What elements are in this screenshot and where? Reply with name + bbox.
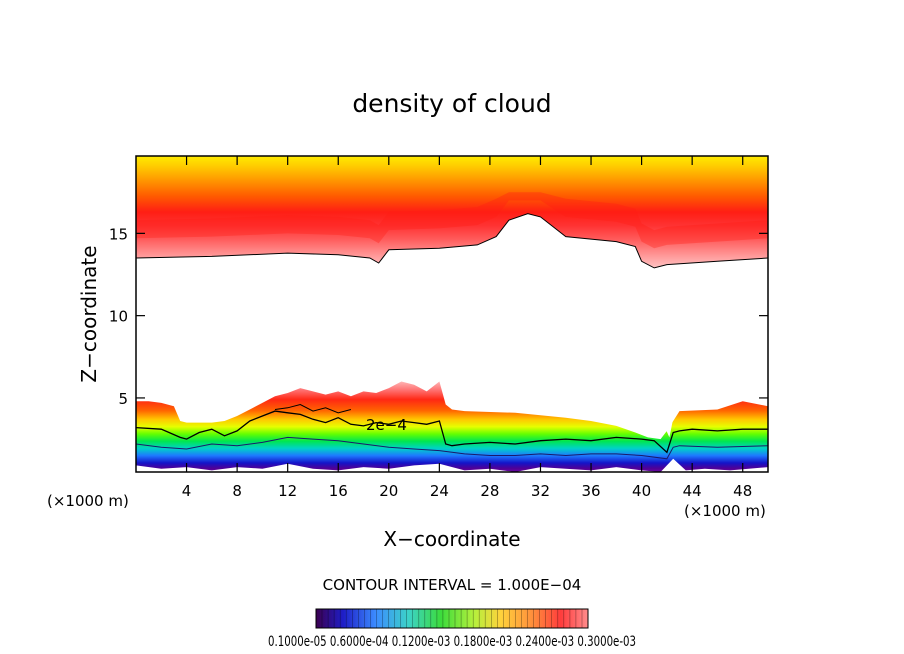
x-unit-right: (×1000 m) (684, 502, 766, 520)
colorbar (315, 608, 589, 629)
y-tick-label: 5 (118, 390, 128, 408)
y-axis-ticks: 5 10 15 (109, 225, 768, 408)
colorbar-labels: 0.1000e-05 0.6000e-04 0.1200e-03 0.1800e… (268, 634, 636, 650)
contour-1e-4 (136, 436, 768, 460)
x-axis-ticks: 4 8 12 16 20 24 28 32 36 40 44 48 (182, 156, 752, 500)
x-unit-left: (×1000 m) (47, 492, 129, 510)
y-tick-label: 15 (109, 225, 128, 243)
x-tick-label: 48 (733, 482, 752, 500)
contour-2e-4 (136, 410, 768, 454)
x-tick-label: 44 (683, 482, 702, 500)
x-tick-label: 40 (632, 482, 651, 500)
colorbar-level-lines (321, 609, 583, 628)
upper-cloud-core (136, 192, 768, 249)
x-tick-label: 28 (480, 482, 499, 500)
contour-3e-4 (274, 403, 352, 414)
x-tick-label: 4 (182, 482, 192, 500)
x-tick-label: 20 (379, 482, 398, 500)
chart-title: density of cloud (352, 89, 551, 118)
upper-cloud-base-contour (136, 213, 768, 269)
x-axis-label: X−coordinate (383, 527, 520, 551)
y-axis-label: Z−coordinate (77, 245, 101, 382)
plot-frame (135, 155, 769, 473)
x-tick-label: 32 (531, 482, 550, 500)
x-tick-label: 8 (232, 482, 242, 500)
x-tick-label: 12 (278, 482, 297, 500)
y-tick-label: 10 (109, 308, 128, 326)
lower-cloud-layer (136, 381, 768, 472)
contour-interval-text: CONTOUR INTERVAL = 1.000E−04 (323, 576, 582, 594)
cloud-notch-wedge (626, 394, 677, 438)
upper-cloud-layer (136, 156, 768, 268)
plot-area: 2e−4 (136, 156, 768, 472)
x-tick-label: 16 (329, 482, 348, 500)
x-tick-label: 24 (430, 482, 449, 500)
x-tick-label: 36 (581, 482, 600, 500)
contour-label: 2e−4 (366, 416, 407, 434)
